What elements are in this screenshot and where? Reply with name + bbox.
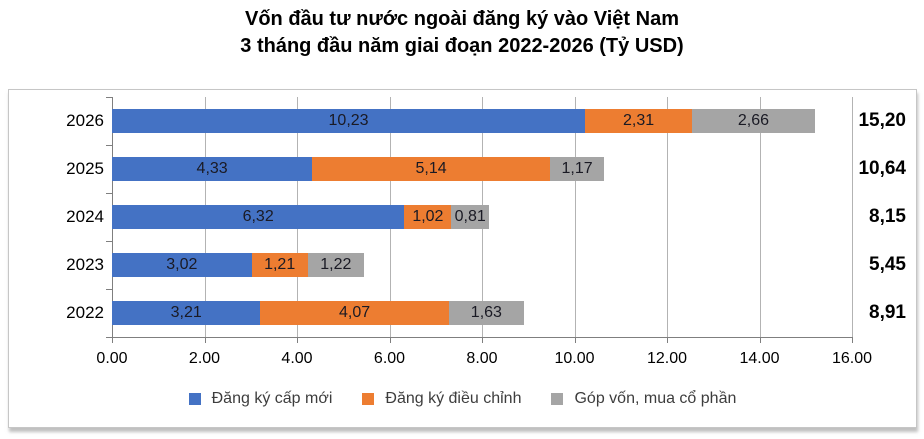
y-axis-tick — [106, 193, 112, 194]
x-axis-tick — [574, 337, 576, 343]
bar-segment-value: 2,31 — [622, 112, 655, 129]
legend-item-2: Góp vốn, mua cổ phần — [551, 390, 736, 408]
bar-segment-capital: 0,81 — [451, 205, 489, 229]
bar-segment-value: 1,22 — [320, 256, 352, 273]
x-axis-tick-label: 12.00 — [646, 350, 688, 367]
gridline — [667, 97, 668, 337]
bar-segment-value: 1,63 — [470, 304, 502, 321]
bar-segment-value: 10,23 — [328, 112, 369, 129]
x-axis-tick — [389, 337, 391, 343]
x-axis-tick — [482, 337, 483, 343]
legend-label: Đăng ký điều chỉnh — [385, 390, 522, 407]
bar-segment-value: 0,81 — [454, 208, 486, 225]
legend-item-0: Đăng ký cấp mới — [188, 390, 333, 408]
x-axis-tick-label: 4.00 — [281, 350, 313, 367]
legend-swatch-icon — [362, 393, 375, 405]
gridline — [852, 97, 853, 337]
bar-segment-value: 1,21 — [264, 256, 296, 273]
bar-segment-new: 6,32 — [112, 205, 405, 229]
bar-segment-capital: 1,22 — [307, 253, 365, 277]
bar-segment-new: 4,33 — [112, 157, 313, 181]
y-axis-tick — [106, 337, 112, 338]
total-label: 8,91 — [869, 302, 906, 323]
legend-label: Góp vốn, mua cổ phần — [574, 390, 737, 407]
category-label: 2023 — [66, 255, 104, 274]
bar-segment-value: 1,17 — [561, 160, 593, 177]
chart-area: 0.00 2.00 4.00 6.00 8.00 10.00 12.00 14.00 16.00… — [8, 89, 917, 428]
bar-segment-capital: 1,63 — [448, 301, 525, 325]
x-axis-tick — [759, 337, 761, 343]
legend-swatch-icon — [551, 393, 564, 405]
legend: Đăng ký cấp mới Đăng ký điều chỉnh Góp vốn… — [9, 390, 916, 408]
x-axis-tick-label: 16.00 — [831, 350, 873, 367]
total-label: 8,15 — [869, 206, 906, 227]
y-axis-tick — [106, 241, 112, 242]
bar-segment-value: 4,33 — [196, 160, 228, 177]
x-axis-tick-label: 2.00 — [188, 350, 221, 367]
category-label: 2025 — [66, 159, 104, 178]
total-label: 10,64 — [858, 158, 906, 179]
x-axis-tick-label: 8.00 — [466, 350, 498, 367]
category-label: 2024 — [66, 207, 104, 226]
bar-segment-adjusted: 1,21 — [251, 253, 308, 277]
y-axis-tick — [106, 97, 112, 98]
x-axis-tick — [297, 337, 298, 343]
bar-segment-value: 5,14 — [415, 160, 447, 177]
chart-title-line2: 3 tháng đầu năm giai đoạn 2022-2026 (Tỷ … — [240, 35, 684, 57]
legend-item-1: Đăng ký điều chỉnh — [362, 390, 521, 408]
legend-swatch-icon — [188, 393, 201, 405]
x-axis-tick — [204, 337, 206, 343]
total-label: 5,45 — [869, 254, 906, 275]
gridline — [759, 97, 761, 337]
y-axis-tick — [106, 289, 112, 290]
x-axis-line — [112, 337, 852, 338]
category-label: 2026 — [66, 111, 104, 130]
bar-segment-value: 1,02 — [412, 208, 444, 225]
x-axis-tick — [852, 337, 853, 343]
chart-title-line1: Vốn đầu tư nước ngoài đăng ký vào Việt N… — [244, 8, 679, 30]
x-axis-tick-label: 14.00 — [739, 350, 780, 367]
bar-segment-capital: 1,17 — [549, 157, 605, 181]
x-axis-tick — [112, 337, 113, 343]
bar-segment-value: 4,07 — [339, 304, 371, 321]
bar-segment-value: 3,02 — [166, 256, 198, 273]
gridline — [574, 97, 576, 337]
legend-label: Đăng ký cấp mới — [211, 390, 333, 407]
bar-segment-adjusted: 1,02 — [404, 205, 452, 229]
x-axis-tick — [667, 337, 668, 343]
y-axis-tick — [106, 145, 112, 146]
bar-segment-new: 3,21 — [112, 301, 261, 325]
bar-segment-adjusted: 4,07 — [260, 301, 449, 325]
bar-segment-new: 3,02 — [112, 253, 252, 277]
bar-segment-value: 3,21 — [170, 304, 202, 321]
x-axis-tick-label: 6.00 — [373, 350, 406, 367]
category-label: 2022 — [66, 303, 104, 322]
bar-segment-new: 10,23 — [112, 109, 586, 133]
bar-segment-capital: 2,66 — [691, 109, 815, 133]
bar-segment-adjusted: 2,31 — [585, 109, 692, 133]
bar-segment-value: 6,32 — [242, 208, 274, 225]
chart-title: Vốn đầu tư nước ngoài đăng ký vào Việt N… — [0, 6, 924, 60]
x-axis-tick-label: 0.00 — [96, 350, 128, 367]
total-label: 15,20 — [858, 110, 906, 131]
bar-segment-adjusted: 5,14 — [312, 157, 550, 181]
x-axis-tick-label: 10.00 — [554, 350, 595, 367]
bar-segment-value: 2,66 — [737, 112, 770, 129]
